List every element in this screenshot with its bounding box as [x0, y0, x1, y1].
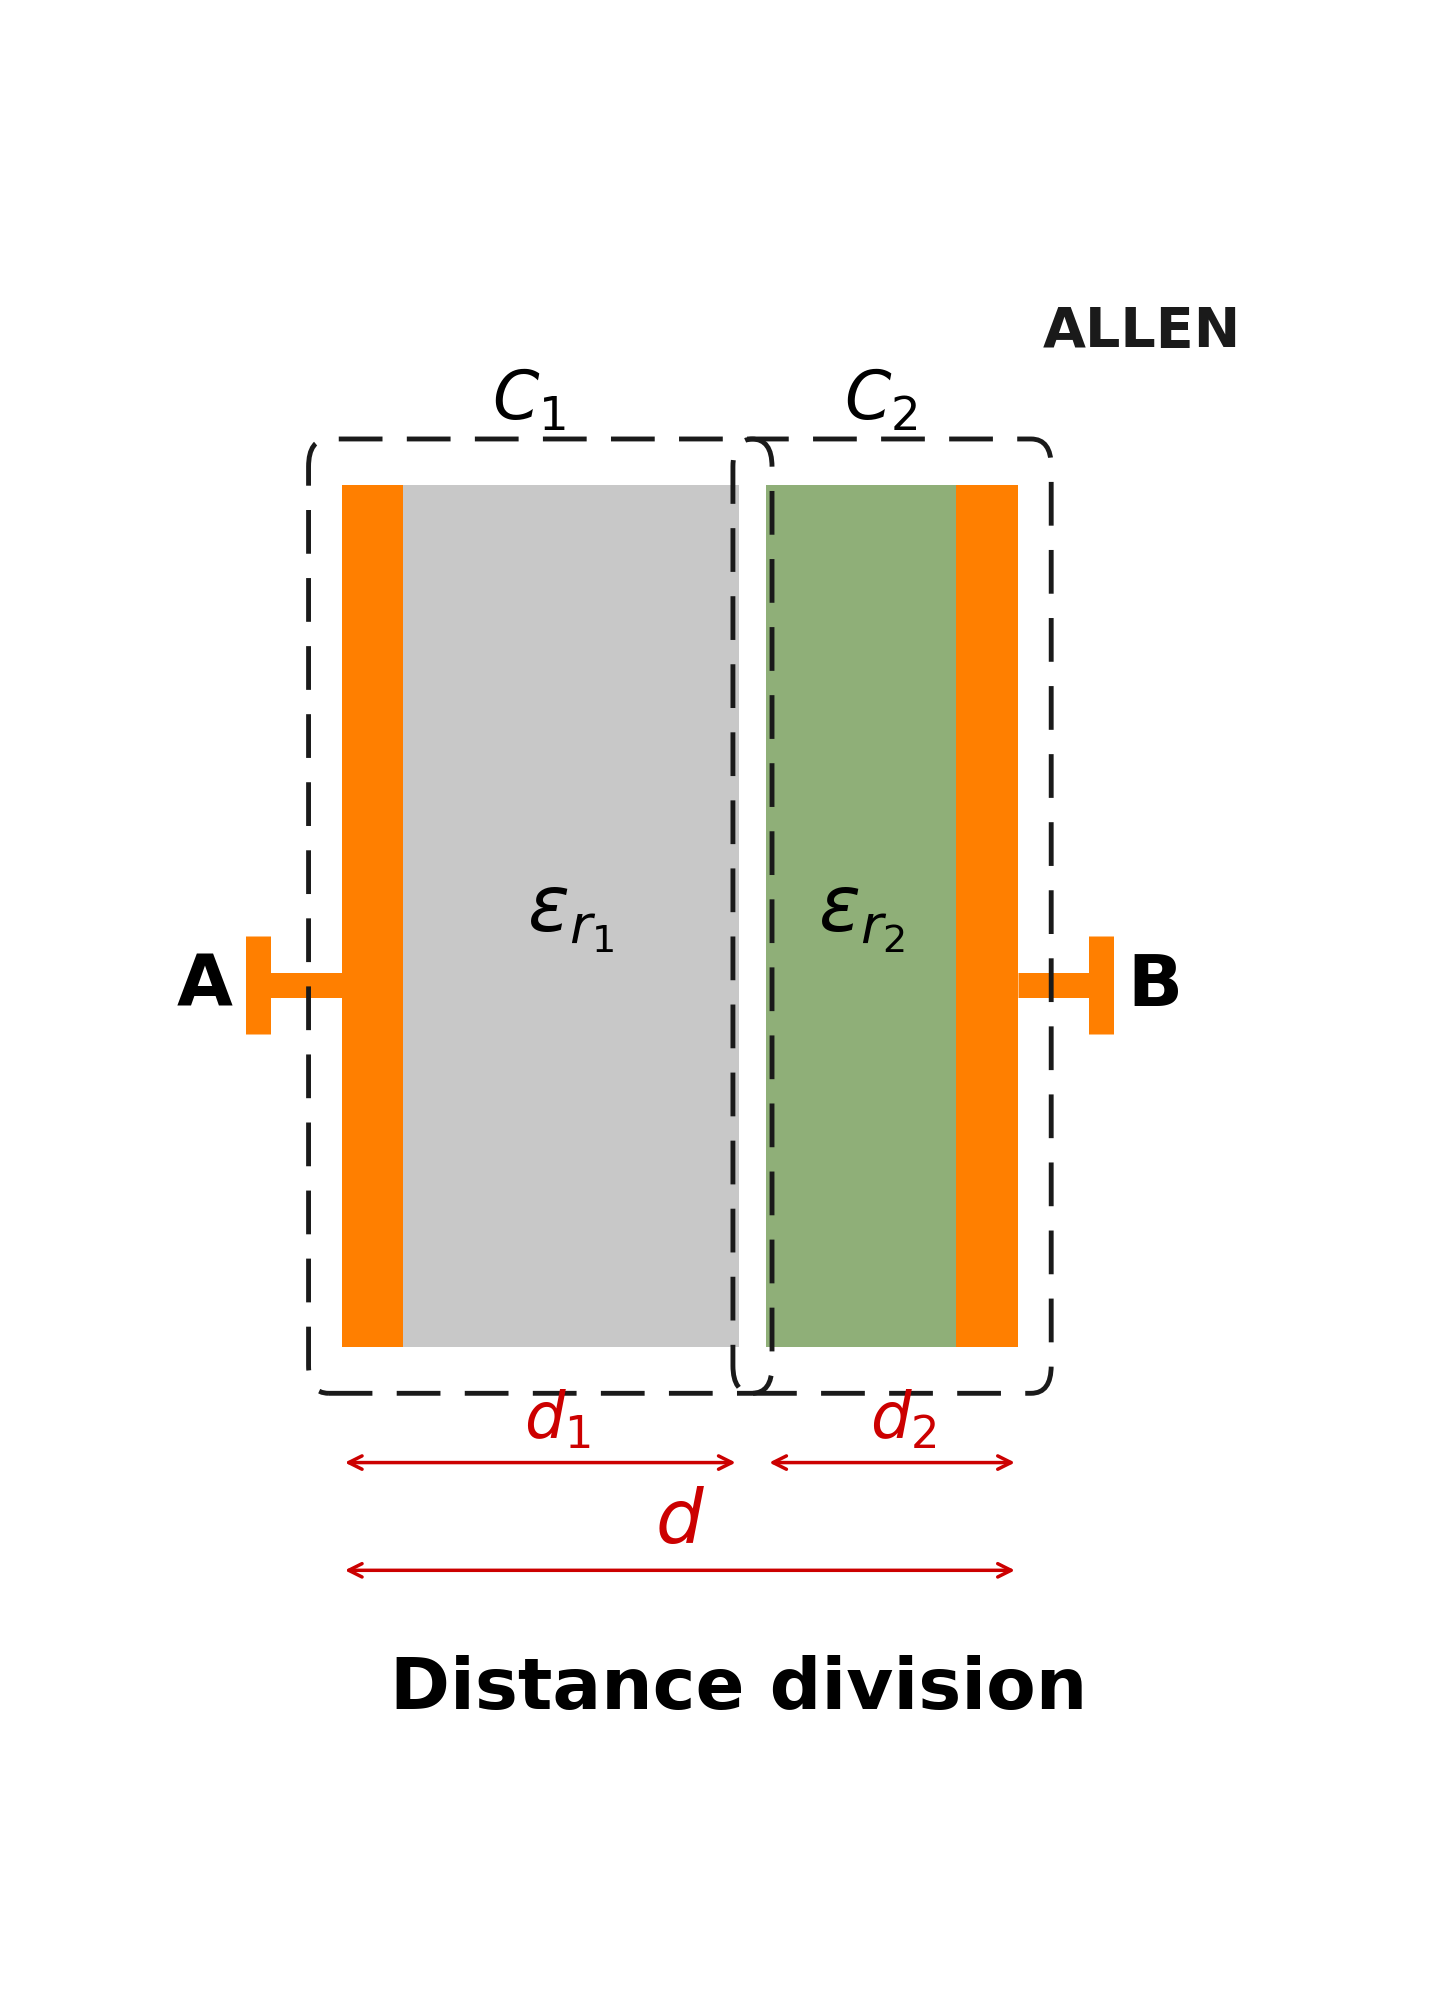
- Text: $d_1$: $d_1$: [523, 1387, 591, 1451]
- Text: Distance division: Distance division: [391, 1654, 1087, 1724]
- Text: $C_2$: $C_2$: [844, 368, 918, 434]
- Text: $C_1$: $C_1$: [493, 368, 566, 434]
- Text: A: A: [177, 951, 232, 1021]
- Bar: [342, 486, 403, 1347]
- Bar: [403, 486, 739, 1347]
- Text: $d$: $d$: [654, 1485, 705, 1558]
- Text: ALLEN: ALLEN: [1043, 304, 1241, 358]
- Bar: [767, 486, 957, 1347]
- Text: B: B: [1127, 951, 1183, 1021]
- Text: $\varepsilon_{r_2}$: $\varepsilon_{r_2}$: [818, 879, 905, 955]
- Text: $\varepsilon_{r_1}$: $\varepsilon_{r_1}$: [527, 879, 614, 955]
- Bar: [957, 486, 1017, 1347]
- Text: $d_2$: $d_2$: [870, 1387, 937, 1451]
